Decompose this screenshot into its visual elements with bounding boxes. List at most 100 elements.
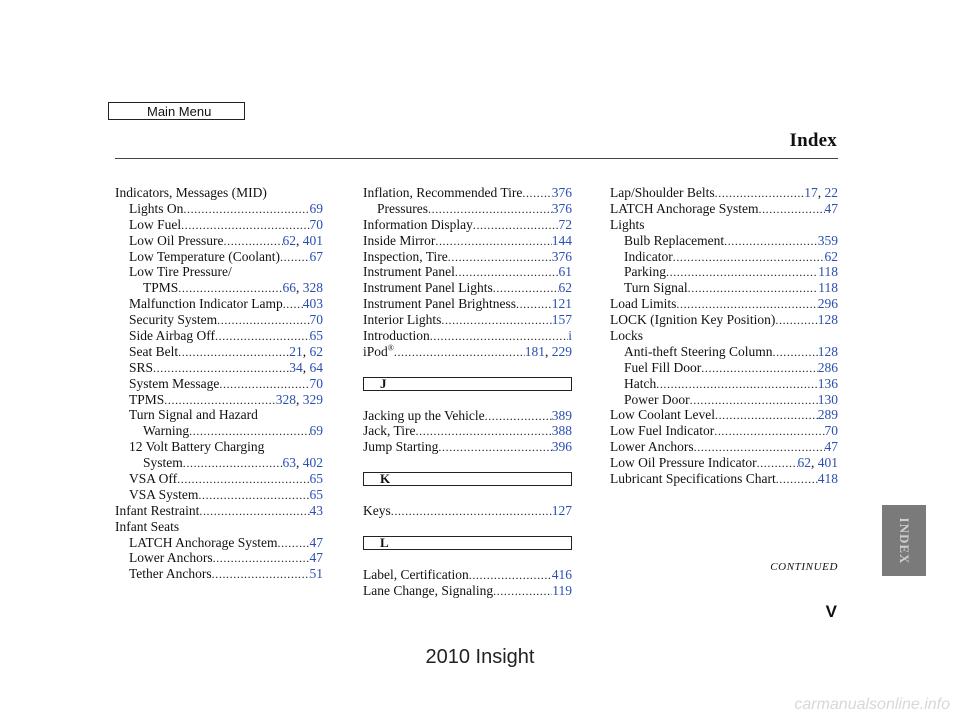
page-refs[interactable]: 17, 22 (804, 185, 838, 200)
index-entry[interactable]: Inspection, Tire 376 (363, 249, 572, 265)
page-link[interactable]: 51 (309, 566, 324, 582)
page-link[interactable]: 181 (524, 343, 545, 359)
page-link[interactable]: 65 (309, 328, 324, 344)
index-entry[interactable]: Low Fuel 70 (115, 217, 323, 233)
page-refs[interactable]: 296 (818, 296, 838, 312)
page-link[interactable]: 144 (551, 232, 572, 248)
page-refs[interactable]: 65 (310, 328, 324, 344)
page-refs[interactable]: 289 (818, 407, 838, 423)
index-entry[interactable]: Instrument Panel Brightness 121 (363, 296, 572, 312)
page-link[interactable]: 62 (797, 455, 812, 471)
index-entry[interactable]: Hatch 136 (610, 376, 838, 392)
page-refs[interactable]: 389 (552, 408, 572, 424)
page-refs[interactable]: 130 (818, 392, 838, 408)
page-refs[interactable]: 72 (559, 217, 573, 233)
page-refs[interactable]: 47 (310, 535, 324, 551)
page-link[interactable]: 121 (551, 296, 572, 312)
index-entry[interactable]: System Message 70 (115, 376, 323, 392)
page-refs[interactable]: 128 (818, 312, 838, 328)
page-link[interactable]: 17 (804, 185, 818, 200)
page-link[interactable]: 119 (552, 582, 572, 598)
page-link[interactable]: 286 (817, 359, 838, 375)
index-entry-ipod[interactable]: iPod® 181, 229 (363, 344, 572, 360)
index-entry[interactable]: VSA Off 65 (115, 471, 323, 487)
page-refs[interactable]: 47 (825, 439, 839, 455)
page-refs[interactable]: 144 (552, 233, 572, 249)
page-refs[interactable]: 70 (310, 312, 324, 328)
index-entry[interactable]: Introduction i (363, 328, 572, 344)
index-entry[interactable]: Inflation, Recommended Tire 376 (363, 185, 572, 201)
index-entry[interactable]: Low Oil Pressure 62, 401 (115, 233, 323, 249)
page-link[interactable]: 229 (551, 343, 572, 359)
index-entry[interactable]: Inside Mirror 144 (363, 233, 572, 249)
page-refs[interactable]: 416 (552, 567, 572, 583)
page-link[interactable]: 328 (302, 280, 323, 296)
page-refs[interactable]: 157 (552, 312, 572, 328)
index-entry[interactable]: Lubricant Specifications Chart 418 (610, 471, 838, 487)
page-link[interactable]: 118 (818, 264, 838, 280)
page-link[interactable]: 130 (817, 391, 838, 407)
index-entry[interactable]: Warning 69 (115, 423, 323, 439)
page-refs[interactable]: 70 (310, 217, 324, 233)
page-link[interactable]: i (568, 328, 572, 344)
index-entry[interactable]: Fuel Fill Door 286 (610, 360, 838, 376)
index-entry[interactable]: Label, Certification 416 (363, 567, 572, 583)
page-link[interactable]: 389 (551, 407, 572, 423)
page-refs[interactable]: 328, 329 (275, 391, 323, 407)
page-link[interactable]: 43 (309, 502, 324, 518)
page-link[interactable]: 128 (817, 343, 838, 359)
page-refs[interactable]: 181, 229 (524, 343, 572, 359)
main-menu-button[interactable]: Main Menu (108, 102, 245, 120)
page-link[interactable]: 47 (824, 439, 839, 455)
page-refs[interactable]: 47 (310, 550, 324, 566)
index-entry[interactable]: TPMS 66, 328 (115, 280, 323, 296)
index-entry[interactable]: Lower Anchors 47 (115, 550, 323, 566)
page-link[interactable]: 65 (309, 486, 324, 502)
page-refs[interactable]: 65 (310, 471, 324, 487)
page-link[interactable]: 376 (551, 200, 572, 216)
page-refs[interactable]: 121 (552, 296, 572, 312)
page-link[interactable]: 127 (551, 503, 572, 519)
index-entry[interactable]: LOCK (Ignition Key Position) 128 (610, 312, 838, 328)
index-entry[interactable]: Malfunction Indicator Lamp 403 (115, 296, 323, 312)
page-link[interactable]: 62 (824, 248, 839, 264)
page-link[interactable]: 388 (551, 423, 572, 439)
page-link[interactable]: 61 (558, 264, 573, 280)
page-link[interactable]: 401 (302, 232, 323, 248)
index-entry[interactable]: LATCH Anchorage System 47 (115, 535, 323, 551)
page-refs[interactable]: 403 (303, 296, 323, 312)
index-entry[interactable]: Anti-theft Steering Column 128 (610, 344, 838, 360)
index-entry[interactable]: Jump Starting 396 (363, 439, 572, 455)
page-link[interactable]: 136 (817, 375, 838, 391)
page-refs[interactable]: 388 (552, 423, 572, 439)
page-refs[interactable]: 62 (825, 249, 839, 265)
page-link[interactable]: 21 (289, 343, 303, 359)
index-entry[interactable]: VSA System 65 (115, 487, 323, 503)
index-entry[interactable]: Lap/Shoulder Belts 17, 22 (610, 185, 838, 201)
page-link[interactable]: 34 (289, 359, 303, 375)
page-link[interactable]: 376 (551, 248, 572, 264)
page-link[interactable]: 376 (551, 185, 572, 200)
index-entry[interactable]: Infant Restraint 43 (115, 503, 323, 519)
index-entry[interactable]: Turn Signal 118 (610, 280, 838, 296)
page-refs[interactable]: 119 (552, 583, 572, 599)
page-link[interactable]: 63 (282, 455, 297, 471)
page-refs[interactable]: 69 (310, 201, 324, 217)
index-entry[interactable]: Instrument Panel 61 (363, 264, 572, 280)
index-entry[interactable]: Keys 127 (363, 503, 572, 519)
page-refs[interactable]: 34, 64 (289, 359, 323, 375)
page-link[interactable]: 329 (302, 391, 323, 407)
page-refs[interactable]: 418 (818, 471, 838, 487)
index-entry[interactable]: Low Fuel Indicator 70 (610, 423, 838, 439)
page-link[interactable]: 66 (282, 280, 297, 296)
page-link[interactable]: 70 (309, 312, 324, 328)
page-refs[interactable]: 136 (818, 376, 838, 392)
index-entry[interactable]: Indicator 62 (610, 249, 838, 265)
index-side-tab[interactable]: INDEX (882, 505, 926, 576)
page-refs[interactable]: 118 (818, 264, 838, 280)
page-refs[interactable]: 62, 401 (797, 455, 839, 471)
index-entry[interactable]: Parking 118 (610, 264, 838, 280)
index-entry[interactable]: Lower Anchors 47 (610, 439, 838, 455)
page-refs[interactable]: 376 (552, 201, 572, 217)
page-link[interactable]: 401 (817, 455, 838, 471)
